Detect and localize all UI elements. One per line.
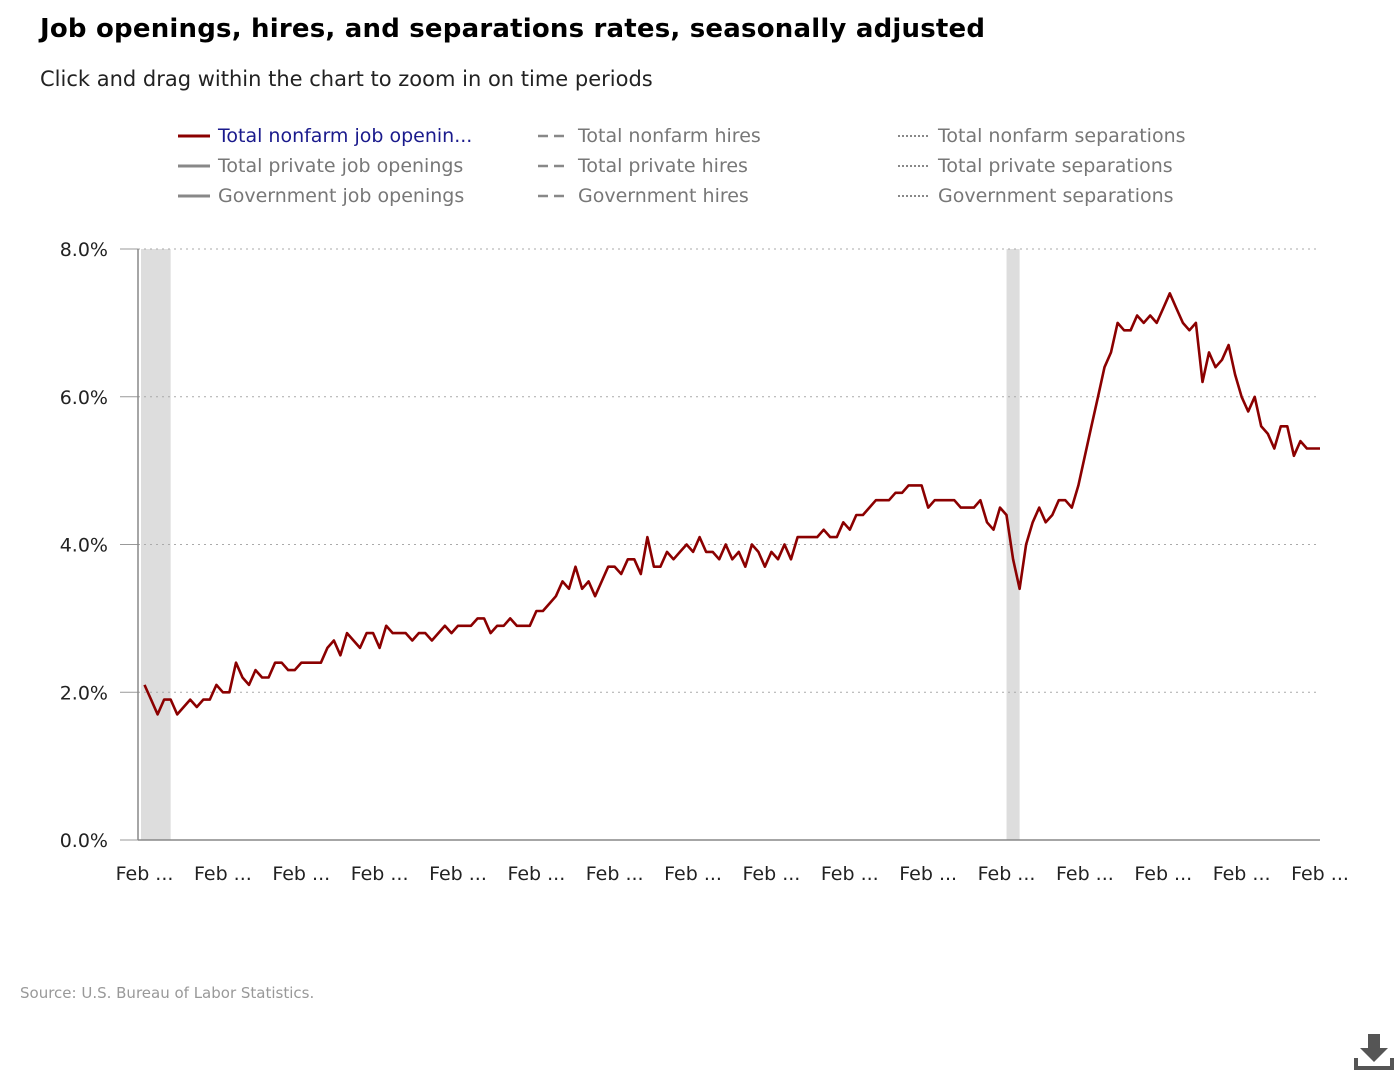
x-tick-label: Feb ...	[194, 863, 252, 885]
legend-swatch	[178, 164, 210, 168]
legend-label: Total nonfarm separations	[938, 125, 1186, 147]
x-tick-label: Feb ...	[978, 863, 1036, 885]
legend-label: Total nonfarm hires	[578, 125, 761, 147]
legend-item[interactable]: Total nonfarm job openin...	[176, 123, 472, 149]
legend-swatch	[898, 165, 930, 167]
x-tick-label: Feb ...	[429, 863, 487, 885]
chart-subtitle: Click and drag within the chart to zoom …	[40, 67, 653, 91]
x-tick-label: Feb ...	[743, 863, 801, 885]
legend-swatch	[178, 134, 210, 138]
x-tick-label: Feb ...	[1213, 863, 1271, 885]
x-tick-label: Feb ...	[351, 863, 409, 885]
legend-swatch	[898, 135, 930, 137]
legend-label: Total nonfarm job openin...	[218, 125, 473, 147]
legend-item[interactable]: Government job openings	[176, 183, 464, 209]
x-tick-label: Feb ...	[272, 863, 330, 885]
legend-swatch	[538, 134, 570, 138]
y-tick-label: 0.0%	[60, 830, 108, 852]
x-tick-label: Feb ...	[1291, 863, 1349, 885]
x-tick-label: Feb ...	[899, 863, 957, 885]
x-tick-label: Feb ...	[507, 863, 565, 885]
legend-label: Total private job openings	[218, 155, 464, 177]
x-tick-label: Feb ...	[586, 863, 644, 885]
legend-item[interactable]: Government hires	[536, 183, 749, 209]
legend-swatch	[898, 195, 930, 197]
legend-swatch	[538, 164, 570, 168]
legend-label: Government job openings	[218, 185, 465, 207]
y-tick-label: 4.0%	[60, 535, 108, 557]
y-tick-label: 8.0%	[60, 239, 108, 261]
download-button[interactable]	[1352, 1030, 1396, 1076]
x-tick-label: Feb ...	[1134, 863, 1192, 885]
series-line[interactable]	[143, 291, 1321, 716]
x-tick-label: Feb ...	[1056, 863, 1114, 885]
x-tick-label: Feb ...	[821, 863, 879, 885]
legend-item[interactable]: Total private job openings	[176, 153, 463, 179]
legend-label: Government separations	[938, 185, 1174, 207]
legend-item[interactable]: Government separations	[896, 183, 1174, 209]
x-tick-label: Feb ...	[664, 863, 722, 885]
legend-item[interactable]: Total nonfarm separations	[896, 123, 1186, 149]
chart-title: Job openings, hires, and separations rat…	[40, 14, 986, 44]
y-tick-label: 6.0%	[60, 387, 108, 409]
line-chart[interactable]: 0.0% 2.0% 4.0% 6.0% 8.0% Feb ... Feb ... Feb ..…	[0, 0, 1400, 960]
source-note: Source: U.S. Bureau of Labor Statistics.	[20, 984, 315, 1002]
legend-item[interactable]: Total private separations	[896, 153, 1173, 179]
legend-item[interactable]: Total private hires	[536, 153, 748, 179]
legend-swatch	[538, 194, 570, 198]
legend-swatch	[178, 194, 210, 198]
legend-label: Government hires	[578, 185, 749, 207]
legend-label: Total private separations	[938, 155, 1173, 177]
y-tick-label: 2.0%	[60, 682, 108, 704]
legend-label: Total private hires	[578, 155, 748, 177]
legend-item[interactable]: Total nonfarm hires	[536, 123, 761, 149]
x-tick-label: Feb ...	[116, 863, 174, 885]
download-icon	[1354, 1034, 1394, 1070]
